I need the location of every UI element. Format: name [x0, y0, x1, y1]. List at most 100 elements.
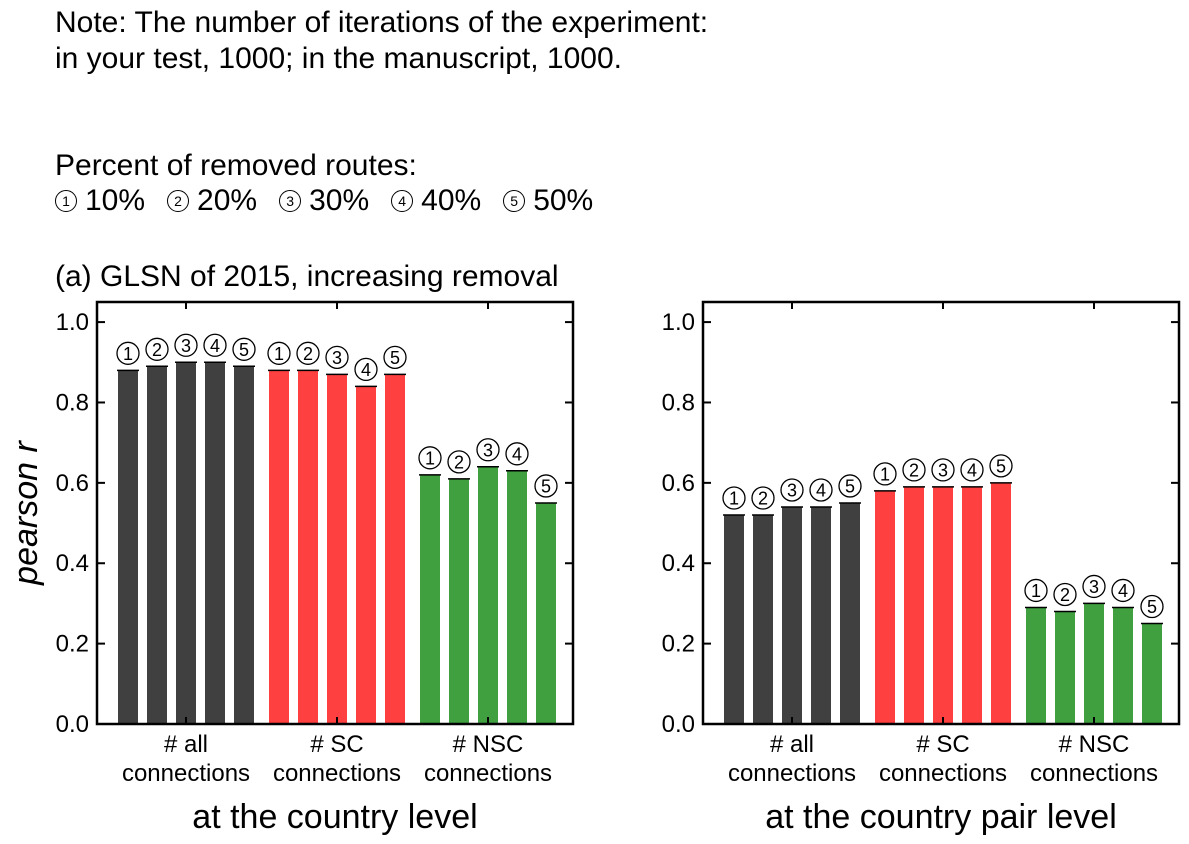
bar-symbol-circle-1-0-1	[751, 486, 775, 510]
bar-symbol-label-0-0-0: 1	[123, 344, 133, 364]
bar-symbol-circle-0-2-3	[505, 442, 529, 466]
bar-symbol-circle-1-1-1	[902, 458, 926, 482]
bar-1-1-4	[991, 482, 1011, 724]
bar-0-0-2	[176, 362, 196, 724]
bar-symbol-label-0-0-3: 4	[210, 336, 220, 356]
bar-symbol-circle-1-0-2	[780, 478, 804, 502]
legend-symbol-5: 5	[503, 190, 526, 212]
legend-symbol-1: 1	[55, 190, 77, 212]
bar-1-2-0	[1026, 607, 1046, 724]
bar-1-0-3	[811, 506, 831, 724]
bar-symbol-circle-0-1-1	[296, 341, 320, 365]
bar-0-1-4	[385, 374, 405, 724]
bar-symbol-label-0-2-1: 2	[454, 452, 464, 472]
bar-symbol-label-1-1-3: 4	[967, 460, 977, 480]
x-group-sublabel-1-1: connections	[879, 760, 1007, 787]
bar-symbol-circle-1-2-3	[1111, 578, 1135, 603]
bar-1-0-1	[753, 515, 773, 724]
bar-symbol-label-0-1-2: 3	[332, 348, 342, 368]
x-group-label-0-1: # SC	[310, 731, 363, 758]
bar-0-1-3	[356, 386, 376, 724]
bar-symbol-circle-1-2-4	[1140, 594, 1164, 619]
bar-0-2-0	[420, 474, 440, 724]
y-tick-label-0-2: 0.4	[56, 550, 89, 577]
bar-1-0-2	[782, 506, 802, 724]
legend-item-2: 2 20%	[167, 186, 257, 216]
bar-symbol-circle-1-2-2	[1082, 574, 1106, 599]
bar-symbol-label-0-0-2: 3	[181, 336, 191, 356]
bar-symbol-label-1-2-4: 5	[1147, 597, 1157, 617]
bar-symbol-label-1-1-1: 2	[909, 460, 919, 480]
bar-0-1-2	[327, 374, 347, 724]
plot-frame-0	[95, 300, 575, 726]
y-tick-label-1-5: 1.0	[662, 309, 695, 336]
bar-symbol-circle-0-2-0	[418, 446, 442, 470]
legend-item-3: 3 30%	[279, 186, 369, 216]
bar-symbol-label-1-0-2: 3	[787, 480, 797, 500]
bar-0-2-3	[507, 470, 527, 724]
bar-0-0-3	[205, 362, 225, 724]
bar-0-0-0	[118, 370, 138, 724]
y-tick-label-1-4: 0.8	[662, 389, 695, 416]
y-tick-label-0-3: 0.6	[56, 470, 89, 497]
bar-0-0-1	[147, 366, 167, 724]
bar-symbol-label-1-1-0: 1	[880, 464, 890, 484]
bar-symbol-label-0-1-3: 4	[361, 360, 371, 380]
y-axis-label-0: pearson r	[7, 440, 45, 586]
iterations-note-line-1: Note: The number of iterations of the ex…	[55, 6, 709, 39]
y-tick-label-0-1: 0.2	[56, 631, 89, 658]
bar-symbol-label-1-1-4: 5	[996, 456, 1006, 476]
bar-symbol-label-1-2-1: 2	[1060, 585, 1070, 605]
plot-frame-1	[701, 300, 1181, 726]
x-group-sublabel-0-0: connections	[122, 760, 250, 787]
bar-1-2-1	[1055, 611, 1075, 724]
bar-symbol-circle-1-2-1	[1053, 582, 1077, 607]
bar-symbol-circle-0-1-3	[354, 357, 378, 382]
bar-symbol-circle-0-0-0	[116, 341, 140, 365]
bar-symbol-circle-0-1-4	[383, 345, 407, 369]
bar-symbol-label-0-2-4: 5	[541, 476, 551, 496]
x-axis-label-1: at the country pair level	[765, 798, 1117, 836]
bar-symbol-circle-1-0-3	[809, 478, 833, 502]
bar-symbol-label-0-1-1: 2	[303, 344, 313, 364]
bar-symbol-circle-0-0-4	[232, 337, 256, 361]
bar-symbol-circle-0-0-2	[174, 333, 198, 357]
y-tick-label-0-0: 0.0	[56, 711, 89, 738]
bar-symbol-label-0-1-4: 5	[390, 348, 400, 368]
x-group-label-1-0: # all	[770, 731, 814, 758]
x-group-label-1-2: # NSC	[1059, 731, 1130, 758]
x-group-sublabel-1-0: connections	[728, 760, 856, 787]
bar-symbol-label-1-1-2: 3	[938, 460, 948, 480]
removal-percent-legend: 1 10% 2 20% 3 30% 4 40% 5 50%	[55, 186, 615, 216]
legend-symbol-4: 4	[391, 190, 414, 212]
bar-1-2-2	[1084, 603, 1104, 724]
bar-0-1-0	[269, 370, 289, 724]
bar-1-1-2	[933, 486, 953, 724]
y-tick-label-0-5: 1.0	[56, 309, 89, 336]
x-group-label-1-1: # SC	[916, 731, 969, 758]
bar-1-0-4	[840, 502, 860, 724]
iterations-note-line-2: in your test, 1000; in the manuscript, 1…	[55, 42, 622, 75]
bar-symbol-circle-1-0-4	[838, 474, 862, 498]
x-axis-label-0: at the country level	[192, 798, 477, 836]
x-group-label-0-0: # all	[164, 731, 208, 758]
bar-symbol-label-1-0-3: 4	[816, 480, 826, 500]
bar-symbol-label-0-0-1: 2	[152, 340, 162, 360]
bar-symbol-label-1-2-0: 1	[1031, 581, 1041, 601]
bar-symbol-circle-0-0-1	[145, 337, 169, 361]
y-tick-label-1-3: 0.6	[662, 470, 695, 497]
legend-label-2: 20%	[197, 184, 258, 217]
bar-symbol-circle-1-1-2	[931, 458, 955, 482]
legend-label-3: 30%	[309, 184, 370, 217]
x-group-sublabel-0-1: connections	[273, 760, 401, 787]
y-tick-label-1-1: 0.2	[662, 631, 695, 658]
bar-symbol-circle-0-1-0	[267, 341, 291, 365]
bar-symbol-circle-1-1-0	[873, 462, 897, 486]
bar-1-1-0	[875, 490, 895, 724]
bar-symbol-label-0-0-4: 5	[239, 340, 249, 360]
bar-0-2-4	[536, 502, 556, 724]
bar-symbol-label-1-0-1: 2	[758, 489, 768, 509]
legend-item-4: 4 40%	[391, 186, 481, 216]
y-tick-label-1-2: 0.4	[662, 550, 695, 577]
